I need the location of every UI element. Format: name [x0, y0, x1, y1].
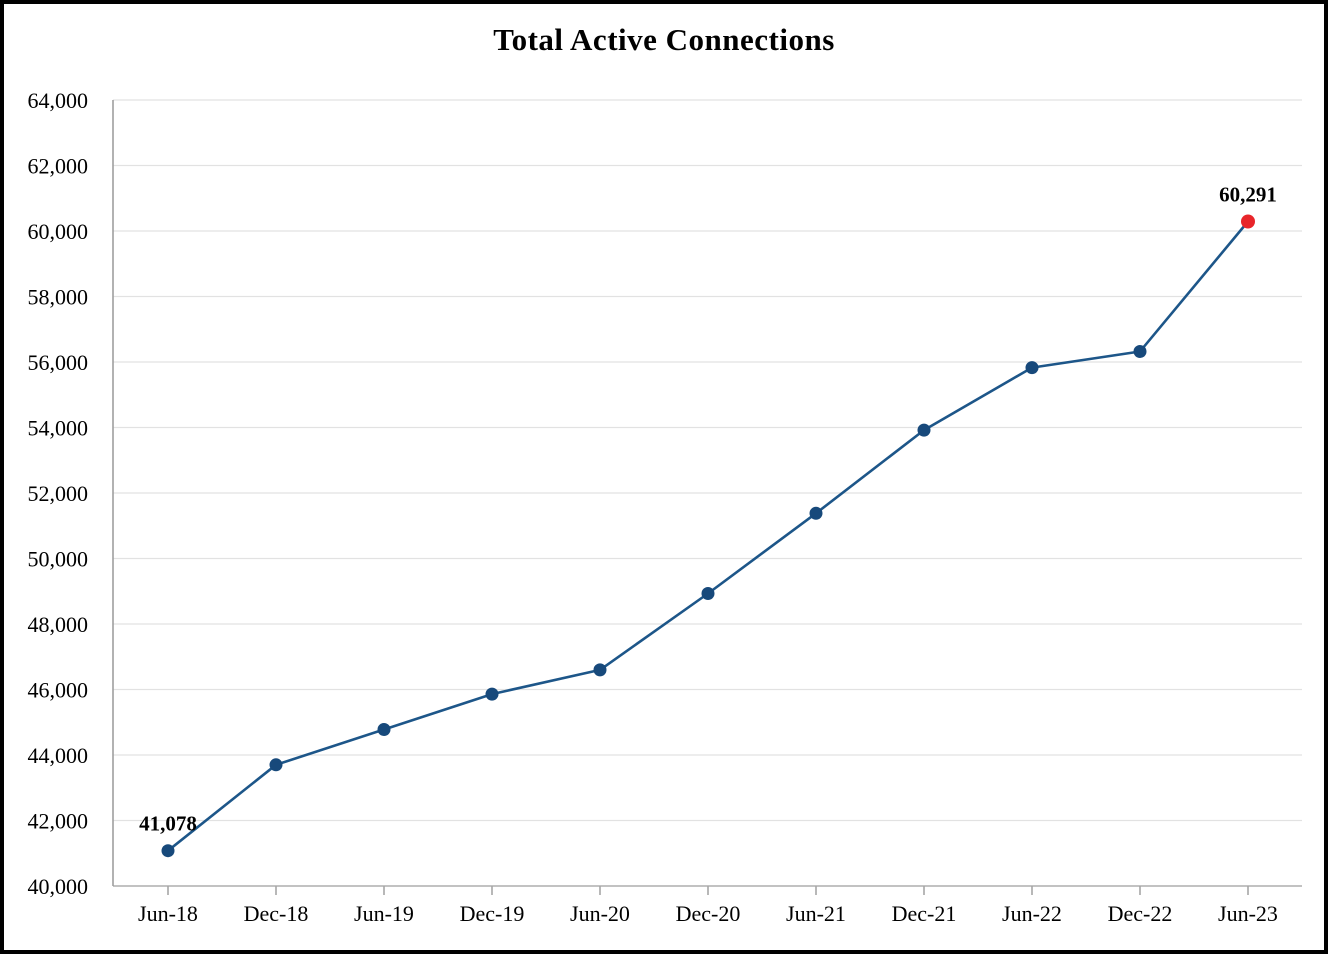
y-axis-label: 52,000: [28, 481, 89, 506]
y-axis-label: 46,000: [28, 678, 89, 703]
data-point: [701, 587, 715, 600]
y-axis-label: 48,000: [28, 612, 89, 637]
x-axis-label: Dec-21: [892, 901, 957, 926]
x-axis-label: Dec-22: [1108, 901, 1173, 926]
data-point: [485, 687, 499, 701]
chart-title: Total Active Connections: [493, 22, 835, 57]
x-axis-label: Dec-18: [244, 901, 309, 926]
data-label: 60,291: [1219, 183, 1277, 207]
x-axis-label: Jun-18: [138, 901, 198, 926]
y-axis-label: 44,000: [28, 743, 89, 768]
data-point: [377, 723, 391, 736]
y-axis-label: 64,000: [28, 88, 89, 113]
x-axis-label: Jun-19: [354, 901, 414, 926]
y-axis-label: 54,000: [28, 416, 89, 441]
data-point: [917, 423, 931, 437]
x-axis-label: Jun-20: [570, 901, 630, 926]
y-axis-label: 60,000: [28, 219, 89, 244]
x-axis-label: Jun-23: [1218, 901, 1278, 926]
y-axis-label: 56,000: [28, 350, 89, 375]
y-axis-label: 50,000: [28, 547, 89, 572]
data-point: [161, 844, 175, 858]
x-axis-label: Jun-22: [1002, 901, 1062, 926]
data-point: [809, 506, 823, 520]
series-line: [167, 220, 1249, 852]
data-label: 41,078: [139, 812, 197, 836]
y-axis-label: 40,000: [28, 874, 89, 899]
data-point: [1133, 345, 1147, 358]
y-axis-label: 62,000: [28, 154, 89, 179]
data-point: [269, 758, 283, 772]
data-point: [593, 663, 607, 677]
y-axis-label: 42,000: [28, 809, 89, 834]
x-axis-label: Dec-20: [676, 901, 741, 926]
data-point: [1025, 361, 1039, 375]
data-point-last: [1241, 214, 1255, 229]
line-chart: 40,000 42,000 44,000 46,000 48,000 50,000 52,0…: [28, 88, 1302, 926]
x-axis-label: Dec-19: [460, 901, 525, 926]
y-axis-label: 58,000: [28, 285, 89, 310]
x-axis-label: Jun-21: [786, 901, 846, 926]
